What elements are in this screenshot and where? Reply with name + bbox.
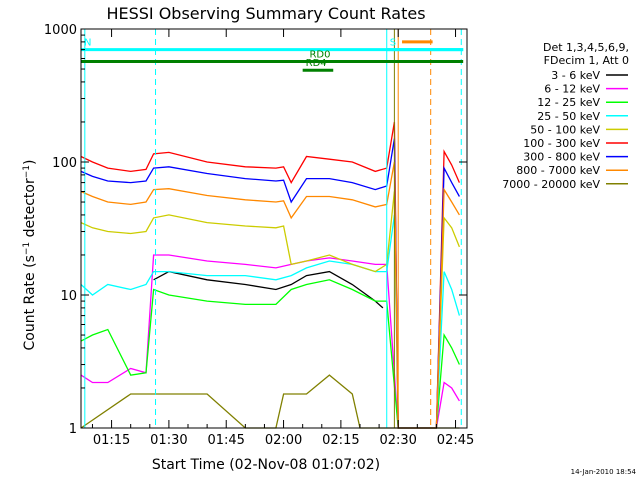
legend-label-9: 7000 - 20000 keV: [502, 178, 600, 191]
legend-label-7: 300 - 800 keV: [523, 151, 600, 164]
legend-label-4: 25 - 50 keV: [537, 110, 600, 123]
series-line-6: [80, 121, 460, 429]
flag-label-4: RD0: [309, 49, 330, 60]
flag-label-1: N: [84, 38, 91, 49]
legend-header-line-1: Det 1,3,4,5,6,9,: [543, 41, 629, 54]
series-line-2: [80, 254, 460, 429]
x-tick-label-2: 01:30: [150, 433, 187, 448]
legend-label-2: 6 - 12 keV: [544, 83, 600, 96]
legend-label-5: 50 - 100 keV: [530, 123, 600, 136]
x-tick-label-3: 01:45: [207, 433, 244, 448]
series-layer: [80, 121, 461, 429]
y-tick-label-1: 1: [69, 422, 77, 437]
y-tick-label-2: 10: [60, 289, 77, 304]
legend-label-3: 12 - 25 keV: [537, 96, 600, 109]
legend-header-line-2: FDecim 1, Att 0: [544, 54, 629, 67]
x-tick-label-7: 02:45: [437, 433, 474, 448]
x-tick-label-6: 02:30: [379, 433, 416, 448]
y-axis-label: Count Rate (s−1 detector−1): [22, 160, 38, 351]
series-line-7: [80, 138, 460, 429]
chart-title: HESSI Observing Summary Count Rates: [106, 4, 425, 23]
series-line-9: [80, 374, 460, 429]
series-line-5: [80, 191, 461, 429]
series-line-4: [80, 214, 461, 429]
series-line-3: [80, 279, 460, 429]
plot-frame: [80, 28, 468, 429]
x-tick-label-1: 01:15: [93, 433, 130, 448]
axes-layer: 01:15 01:30 01:45 02:00 02:15 02:30 02:45 1 10 10…: [44, 23, 474, 448]
legend-label-6: 100 - 300 keV: [523, 137, 600, 150]
x-tick-label-5: 02:15: [322, 433, 359, 448]
legend-label-1: 3 - 6 keV: [551, 69, 600, 82]
series-line-8: [80, 161, 460, 429]
flag-label-5: RD4: [306, 58, 327, 69]
generated-timestamp: 14-Jan-2010 18:54: [571, 468, 637, 476]
y-tick-label-3: 100: [52, 156, 77, 171]
x-axis-label: Start Time (02-Nov-08 01:07:02): [152, 457, 380, 473]
legend-label-8: 800 - 7000 keV: [516, 164, 600, 177]
y-tick-label-4: 1000: [44, 23, 77, 38]
x-tick-label-4: 02:00: [265, 433, 302, 448]
series-line-1: [153, 270, 384, 309]
legend: Det 1,3,4,5,6,9, FDecim 1, Att 0 3 - 6 k…: [502, 41, 629, 191]
flag-label-2: S: [390, 38, 396, 49]
